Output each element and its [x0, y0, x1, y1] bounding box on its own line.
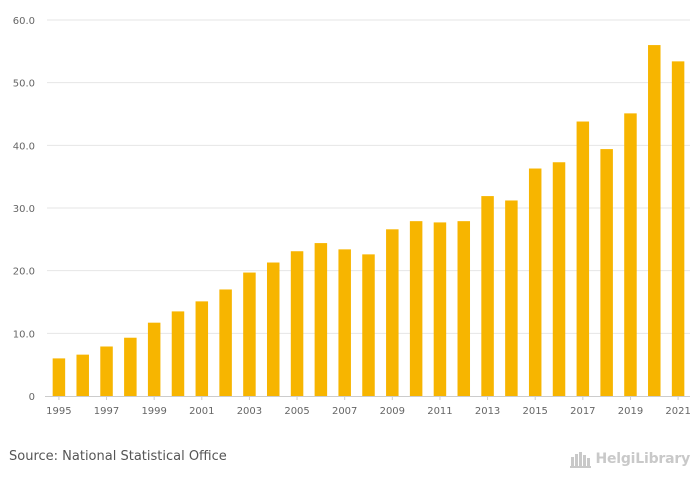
- chart-area: 0 10.0 20.0 30.0 40.0 50.0 60.0 1995 1997 1999 200…: [13, 16, 691, 417]
- x-tick-label-2003: 2003: [237, 406, 262, 417]
- bar-2012: [457, 221, 471, 396]
- x-tick-label-2009: 2009: [380, 406, 405, 417]
- bar-2017: [576, 121, 590, 397]
- bar-2015: [528, 168, 542, 396]
- bar-2002: [219, 289, 232, 396]
- bar-2006: [314, 243, 328, 396]
- y-tick-label-60: 60.0: [13, 16, 35, 27]
- bar-1999: [147, 322, 161, 396]
- bar-2001: [195, 301, 209, 396]
- bar-1996: [76, 354, 89, 396]
- bar-2007: [338, 249, 351, 396]
- x-tick-label-1999: 1999: [141, 406, 166, 417]
- x-tick-label-2013: 2013: [475, 406, 500, 417]
- bar-2003: [243, 272, 256, 396]
- source-note: Source: National Statistical Office: [9, 449, 227, 464]
- bar-2008: [362, 254, 375, 396]
- x-tick-label-2005: 2005: [284, 406, 309, 417]
- y-tick-label-40: 40.0: [13, 141, 35, 152]
- bar-2021: [671, 61, 685, 397]
- x-tick-label-2011: 2011: [427, 406, 452, 417]
- y-tick-label-0: 0: [29, 392, 35, 403]
- bar-2010: [409, 221, 423, 396]
- y-tick-label-10: 10.0: [13, 329, 35, 340]
- x-tick-label-2001: 2001: [189, 406, 214, 417]
- bar-2014: [505, 200, 518, 396]
- x-tick-label-1995: 1995: [46, 406, 71, 417]
- x-tick-label-2007: 2007: [332, 406, 357, 417]
- x-tick-label-2021: 2021: [665, 406, 690, 417]
- library-logo-icon: [570, 452, 592, 468]
- bar-2000: [171, 311, 185, 396]
- y-tick-label-30: 30.0: [13, 204, 35, 215]
- x-tick-label-2017: 2017: [570, 406, 595, 417]
- bar-2019: [624, 113, 637, 397]
- bar-2005: [290, 251, 304, 396]
- x-tick-label-2019: 2019: [618, 406, 643, 417]
- bar-1998: [124, 337, 137, 396]
- bar-2018: [600, 149, 613, 396]
- y-tick-label-20: 20.0: [13, 267, 35, 278]
- bar-2020: [648, 45, 661, 396]
- helgi-library-logo: HelgiLibrary: [570, 448, 690, 470]
- bar-2013: [481, 196, 494, 396]
- y-tick-label-50: 50.0: [13, 79, 35, 90]
- x-tick-label-1997: 1997: [94, 406, 119, 417]
- footer: Source: National Statistical Office Helg…: [0, 440, 700, 483]
- bar-1995: [52, 358, 66, 396]
- bar-2009: [386, 229, 399, 396]
- bar-2004: [266, 262, 280, 396]
- bar-2011: [433, 222, 447, 396]
- logo-text: HelgiLibrary: [595, 451, 690, 467]
- bar-1997: [100, 346, 113, 396]
- bar-2016: [552, 162, 566, 396]
- bar-chart: 0 10.0 20.0 30.0 40.0 50.0 60.0 1995 1997 1999 200…: [13, 16, 691, 417]
- x-tick-label-2015: 2015: [522, 406, 547, 417]
